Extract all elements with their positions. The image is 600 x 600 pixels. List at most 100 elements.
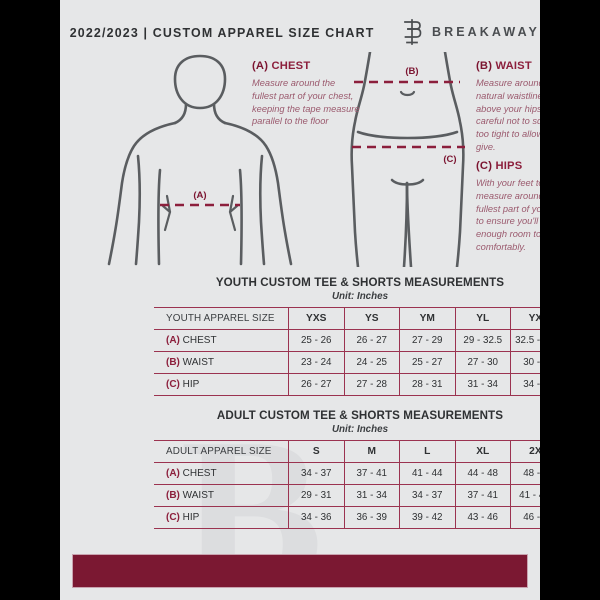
adult-row-chest-tag: (A)	[166, 468, 180, 479]
adult-hip-xl: 43 - 46	[455, 506, 511, 529]
callout-hips: (C) HIPS With your feet together, measur…	[476, 160, 540, 254]
callout-hips-name: HIPS	[495, 160, 523, 172]
adult-size-table: ADULT APPAREL SIZE S M L XL 2XL (A) CHES…	[154, 440, 540, 529]
youth-size-label: YOUTH APPAREL SIZE	[154, 307, 289, 330]
chest-marker-label: (A)	[193, 190, 206, 201]
adult-hip-m: 36 - 39	[344, 506, 400, 529]
size-chart-page: B 2022/2023 | CUSTOM APPAREL SIZE CHART …	[60, 0, 540, 600]
adult-waist-l: 34 - 37	[399, 484, 456, 507]
youth-size-yxl: YXL	[510, 307, 540, 330]
youth-header-row: YOUTH APPAREL SIZE YXS YS YM YL YXL	[154, 307, 540, 330]
youth-row-hip-name: HIP	[182, 379, 200, 390]
adult-size-s: S	[288, 440, 345, 463]
adult-row-chest-label: (A) CHEST	[154, 462, 289, 485]
youth-chest-yxl: 32.5 - 35.5	[510, 329, 540, 352]
youth-size-ys: YS	[344, 307, 400, 330]
table-row: (B) WAIST 23 - 24 24 - 25 25 - 27 27 - 3…	[154, 351, 540, 374]
adult-hip-2xl: 46 - 50	[510, 506, 540, 529]
adult-waist-2xl: 41 - 45.5	[510, 484, 540, 507]
diagram-svg: (A) (B) (C)	[107, 52, 465, 267]
adult-table-title: ADULT CUSTOM TEE & SHORTS MEASUREMENTS	[216, 409, 504, 422]
hips-marker-label: (C)	[443, 154, 456, 165]
callout-hips-tag: (C)	[476, 160, 493, 172]
adult-size-xl: XL	[455, 440, 511, 463]
callout-waist: (B) WAIST Measure around your natural wa…	[476, 60, 540, 154]
youth-size-yxs: YXS	[288, 307, 345, 330]
youth-row-waist-tag: (B)	[166, 357, 180, 368]
youth-waist-yxs: 23 - 24	[288, 351, 345, 374]
adult-waist-s: 29 - 31	[288, 484, 345, 507]
youth-row-hip-label: (C) HIP	[154, 373, 289, 396]
chest-measure-arrows	[161, 194, 239, 232]
youth-chest-ys: 26 - 27	[344, 329, 400, 352]
adult-row-chest-name: CHEST	[182, 468, 217, 479]
adult-size-l: L	[399, 440, 456, 463]
brand-lockup: BREAKAWAY	[401, 19, 540, 45]
youth-waist-yl: 27 - 30	[455, 351, 511, 374]
brand-name: BREAKAWAY	[431, 25, 540, 39]
adult-chest-s: 34 - 37	[288, 462, 345, 485]
youth-chest-yl: 29 - 32.5	[455, 329, 511, 352]
youth-size-table: YOUTH APPAREL SIZE YXS YS YM YL YXL (A) …	[154, 307, 540, 396]
callout-waist-title: (B) WAIST	[476, 60, 540, 72]
youth-row-chest-label: (A) CHEST	[154, 329, 289, 352]
table-row: (A) CHEST 34 - 37 37 - 41 41 - 44 44 - 4…	[154, 462, 540, 485]
youth-hip-yl: 31 - 34	[455, 373, 511, 396]
adult-chest-m: 37 - 41	[344, 462, 400, 485]
adult-waist-xl: 37 - 41	[455, 484, 511, 507]
callout-chest-name: CHEST	[271, 60, 311, 72]
adult-table-unit: Unit: Inches	[331, 424, 389, 435]
adult-row-hip-name: HIP	[182, 512, 200, 523]
callout-hips-title: (C) HIPS	[476, 160, 540, 172]
breakaway-b-monogram-icon	[404, 19, 422, 45]
table-row: (C) HIP 26 - 27 27 - 28 28 - 31 31 - 34 …	[154, 373, 540, 396]
header-title: 2022/2023 | CUSTOM APPAREL SIZE CHART	[69, 24, 375, 40]
adult-hip-l: 39 - 42	[399, 506, 456, 529]
callout-waist-tag: (B)	[476, 60, 493, 72]
table-row: (A) CHEST 25 - 26 26 - 27 27 - 29 29 - 3…	[154, 329, 540, 352]
adult-row-hip-label: (C) HIP	[154, 506, 289, 529]
adult-chest-2xl: 48 - 52	[510, 462, 540, 485]
youth-table-title: YOUTH CUSTOM TEE & SHORTS MEASUREMENTS	[215, 276, 505, 289]
footer-accent-bar	[72, 554, 528, 588]
table-row: (B) WAIST 29 - 31 31 - 34 34 - 37 37 - 4…	[154, 484, 540, 507]
youth-table-unit: Unit: Inches	[331, 291, 389, 302]
adult-hip-s: 34 - 36	[288, 506, 345, 529]
table-row: (C) HIP 34 - 36 36 - 39 39 - 42 43 - 46 …	[154, 506, 540, 529]
adult-size-2xl: 2XL	[510, 440, 540, 463]
youth-chest-ym: 27 - 29	[399, 329, 456, 352]
youth-hip-ym: 28 - 31	[399, 373, 456, 396]
callout-waist-name: WAIST	[495, 60, 532, 72]
page-header: 2022/2023 | CUSTOM APPAREL SIZE CHART BR…	[60, 18, 540, 46]
youth-row-waist-label: (B) WAIST	[154, 351, 289, 374]
front-torso-figure	[107, 54, 293, 266]
adult-size-m: M	[344, 440, 400, 463]
adult-header-row: ADULT APPAREL SIZE S M L XL 2XL	[154, 440, 540, 463]
adult-measurements-block: ADULT CUSTOM TEE & SHORTS MEASUREMENTS U…	[154, 409, 540, 529]
adult-size-label: ADULT APPAREL SIZE	[154, 440, 289, 463]
adult-waist-m: 31 - 34	[344, 484, 400, 507]
youth-hip-yxs: 26 - 27	[288, 373, 345, 396]
youth-row-hip-tag: (C)	[166, 379, 180, 390]
youth-size-ym: YM	[399, 307, 456, 330]
callout-chest-title: (A) CHEST	[252, 60, 362, 72]
callout-waist-body: Measure around your natural waistline – …	[476, 78, 540, 153]
youth-size-yl: YL	[455, 307, 511, 330]
adult-chest-l: 41 - 44	[399, 462, 456, 485]
adult-row-waist-tag: (B)	[166, 490, 180, 501]
adult-chest-xl: 44 - 48	[455, 462, 511, 485]
youth-row-waist-name: WAIST	[182, 357, 214, 368]
youth-row-chest-name: CHEST	[182, 335, 217, 346]
waist-marker-label: (B)	[405, 66, 418, 77]
callout-chest-tag: (A)	[252, 60, 269, 72]
youth-waist-ys: 24 - 25	[344, 351, 400, 374]
youth-hip-ys: 27 - 28	[344, 373, 400, 396]
youth-row-chest-tag: (A)	[166, 335, 180, 346]
youth-waist-yxl: 30 - 33	[510, 351, 540, 374]
adult-row-hip-tag: (C)	[166, 512, 180, 523]
youth-waist-ym: 25 - 27	[399, 351, 456, 374]
youth-measurements-block: YOUTH CUSTOM TEE & SHORTS MEASUREMENTS U…	[154, 276, 540, 396]
adult-row-waist-label: (B) WAIST	[154, 484, 289, 507]
callout-chest-body: Measure around the fullest part of your …	[252, 78, 360, 127]
callout-chest: (A) CHEST Measure around the fullest par…	[252, 60, 362, 128]
